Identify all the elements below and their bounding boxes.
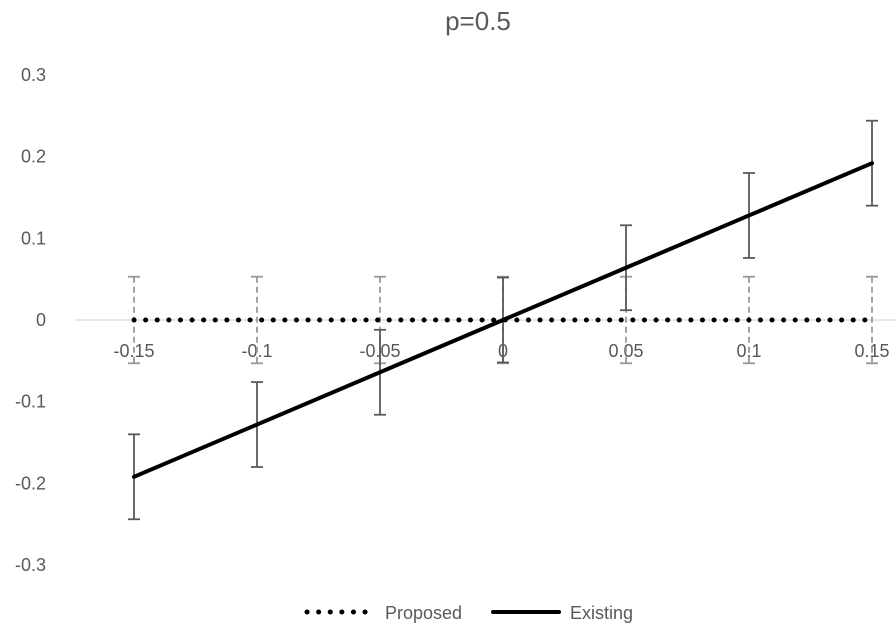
y-tick-label: 0 bbox=[36, 310, 46, 330]
y-tick-label: -0.2 bbox=[15, 473, 46, 493]
y-tick-label: 0.2 bbox=[21, 147, 46, 167]
y-tick-label: -0.1 bbox=[15, 392, 46, 412]
chart-title: p=0.5 bbox=[445, 6, 511, 36]
legend-label-existing: Existing bbox=[570, 603, 633, 623]
y-tick-label: 0.3 bbox=[21, 65, 46, 85]
y-tick-label: 0.1 bbox=[21, 228, 46, 248]
plot-area: 0.30.20.10-0.1-0.2-0.3-0.15-0.1-0.0500.0… bbox=[15, 65, 896, 575]
legend-label-proposed: Proposed bbox=[385, 603, 462, 623]
legend: Proposed Existing bbox=[304, 603, 633, 623]
y-tick-label: -0.3 bbox=[15, 555, 46, 575]
